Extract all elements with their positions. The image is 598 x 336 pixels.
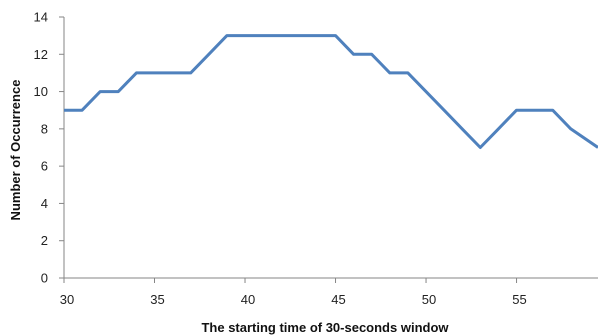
x-tick-label: 40 [241, 292, 255, 307]
x-tick-label: 45 [331, 292, 345, 307]
y-tick-label: 12 [34, 47, 48, 62]
y-tick-label: 6 [41, 159, 48, 174]
x-axis-title: The starting time of 30-seconds window [201, 320, 449, 335]
x-tick-label: 35 [150, 292, 164, 307]
x-tick-label: 55 [512, 292, 526, 307]
x-axis: 30 35 40 45 50 55 [60, 277, 598, 307]
y-tick-label: 14 [34, 10, 48, 25]
series-layer [64, 34, 598, 149]
y-tick-label: 8 [41, 121, 48, 136]
x-tick-label: 30 [60, 292, 74, 307]
y-tick-label: 0 [41, 271, 48, 286]
x-tick-label: 50 [422, 292, 436, 307]
y-axis-title: Number of Occurrence [8, 80, 23, 221]
y-tick-label: 10 [34, 84, 48, 99]
series-line [64, 34, 598, 149]
y-tick-label: 4 [41, 196, 48, 211]
y-tick-label: 2 [41, 233, 48, 248]
y-axis: 0 2 4 6 8 10 12 14 [34, 10, 65, 286]
